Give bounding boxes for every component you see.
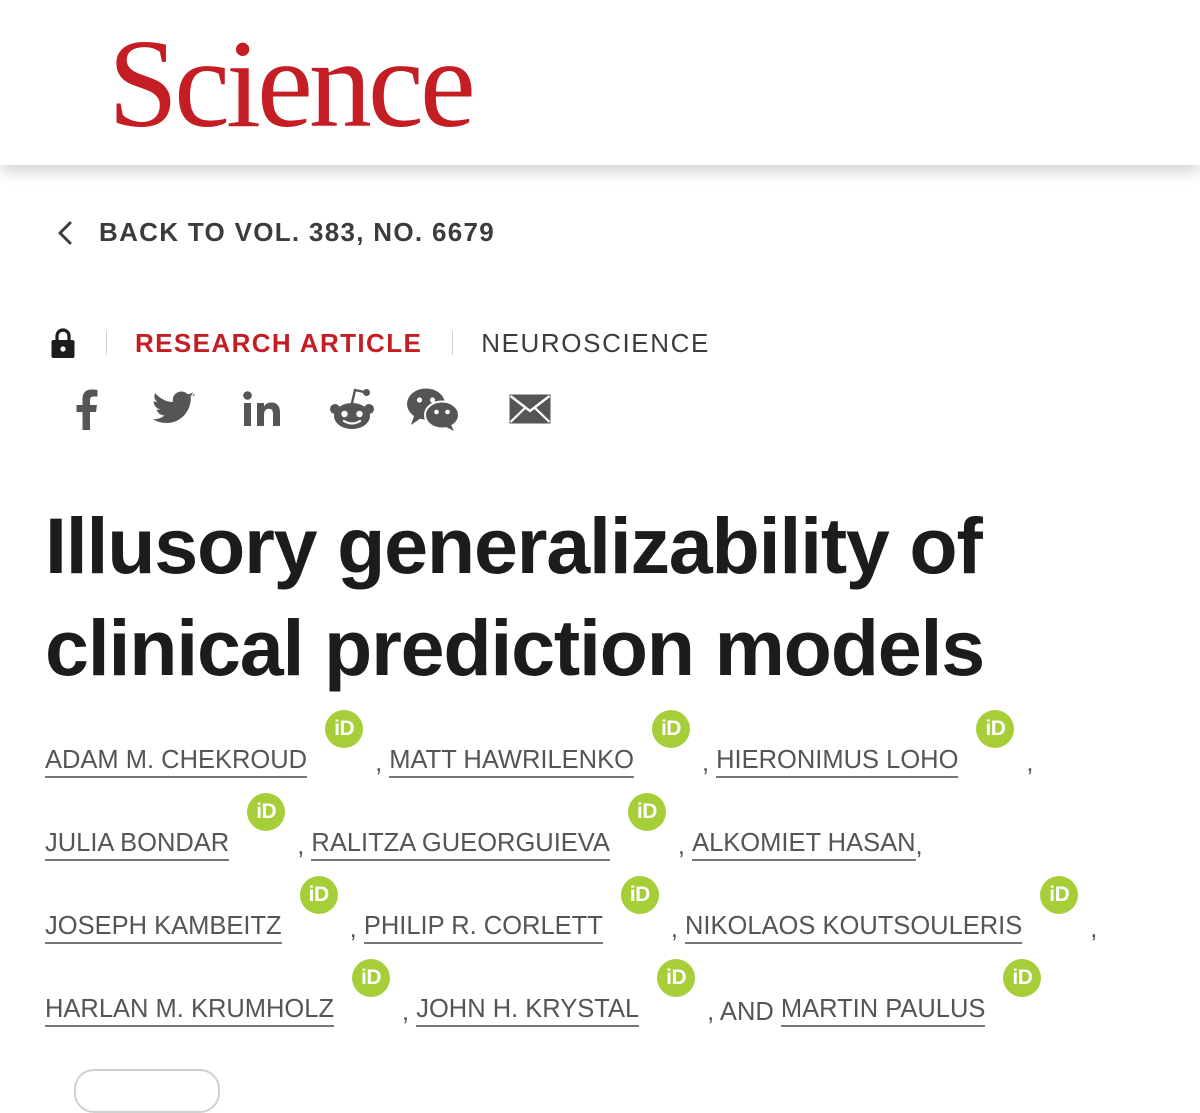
email-icon[interactable]	[508, 393, 552, 425]
author-separator: ,	[349, 915, 357, 943]
reddit-icon[interactable]	[328, 387, 376, 431]
orcid-icon[interactable]: iD	[651, 710, 690, 748]
orcid-icon[interactable]: iD	[352, 959, 391, 997]
orcid-icon[interactable]: iD	[299, 876, 338, 914]
author-line: JULIA BONDAR iD , RALITZA GUEORGUIEVA iD…	[45, 793, 923, 861]
author-conjunction: , AND	[707, 998, 774, 1026]
author-separator: ,	[402, 998, 410, 1026]
title-line-2: clinical prediction models	[45, 603, 985, 692]
article-title: Illusory generalizability of clinical pr…	[45, 495, 1145, 699]
author-line: JOSEPH KAMBEITZ iD , PHILIP R. CORLETT i…	[45, 876, 1098, 944]
chevron-left-icon	[58, 221, 72, 244]
orcid-icon[interactable]: iD	[247, 793, 286, 831]
author-line: HARLAN M. KRUMHOLZ iD , JOHN H. KRYSTAL …	[45, 959, 1053, 1027]
lock-icon	[51, 328, 75, 358]
orcid-icon[interactable]: iD	[1003, 959, 1042, 997]
author-separator: ,	[670, 915, 678, 943]
author-separator: ,	[297, 832, 305, 860]
article-page: BACK TO VOL. 383, NO. 6679 RESEARCH ARTI…	[0, 165, 1200, 1081]
author-link[interactable]: RALITZA GUEORGUIEVA	[311, 829, 610, 861]
author-link[interactable]: JOHN H. KRYSTAL	[416, 995, 640, 1027]
author-separator: ,	[1026, 749, 1034, 777]
science-logo[interactable]: Science	[108, 15, 476, 154]
author-separator: ,	[915, 832, 923, 860]
author-link[interactable]: MARTIN PAULUS	[780, 995, 986, 1027]
author-link[interactable]: HIERONIMUS LOHO	[716, 746, 959, 778]
show-all-authors-button[interactable]	[74, 1069, 220, 1113]
facebook-icon[interactable]	[66, 388, 106, 430]
author-line: ADAM M. CHEKROUD iD , MATT HAWRILENKO iD…	[45, 710, 1034, 778]
site-header: Science	[0, 0, 1200, 165]
orcid-icon[interactable]: iD	[620, 876, 659, 914]
author-separator: ,	[677, 832, 686, 860]
author-link[interactable]: ALKOMIET HASAN	[692, 829, 916, 861]
orcid-icon[interactable]: iD	[657, 959, 696, 997]
wechat-icon[interactable]	[406, 387, 460, 431]
meta-divider	[452, 331, 454, 355]
article-meta: RESEARCH ARTICLE NEUROSCIENCE	[50, 327, 710, 359]
back-link-label: BACK TO VOL. 383, NO. 6679	[99, 217, 495, 247]
share-bar	[66, 387, 552, 431]
subject-link[interactable]: NEUROSCIENCE	[481, 327, 710, 358]
article-type-link[interactable]: RESEARCH ARTICLE	[135, 327, 423, 358]
author-link[interactable]: PHILIP R. CORLETT	[363, 912, 603, 944]
linkedin-icon[interactable]	[240, 390, 284, 428]
meta-divider	[106, 331, 107, 355]
orcid-icon[interactable]: iD	[325, 710, 364, 748]
author-link[interactable]: JULIA BONDAR	[45, 829, 230, 861]
orcid-icon[interactable]: iD	[976, 710, 1015, 748]
author-link[interactable]: ADAM M. CHEKROUD	[45, 746, 308, 778]
author-separator: ,	[375, 749, 383, 777]
author-separator: ,	[1090, 915, 1098, 943]
author-separator: ,	[701, 749, 710, 777]
orcid-icon[interactable]: iD	[627, 793, 666, 831]
twitter-icon[interactable]	[152, 391, 196, 427]
back-to-issue-link[interactable]: BACK TO VOL. 383, NO. 6679	[55, 217, 495, 248]
author-link[interactable]: HARLAN M. KRUMHOLZ	[45, 995, 335, 1027]
orcid-icon[interactable]: iD	[1040, 876, 1079, 914]
author-link[interactable]: MATT HAWRILENKO	[389, 746, 634, 778]
author-link[interactable]: NIKOLAOS KOUTSOULERIS	[685, 912, 1023, 944]
title-line-1: Illusory generalizability of	[45, 501, 983, 590]
author-link[interactable]: JOSEPH KAMBEITZ	[45, 912, 282, 944]
